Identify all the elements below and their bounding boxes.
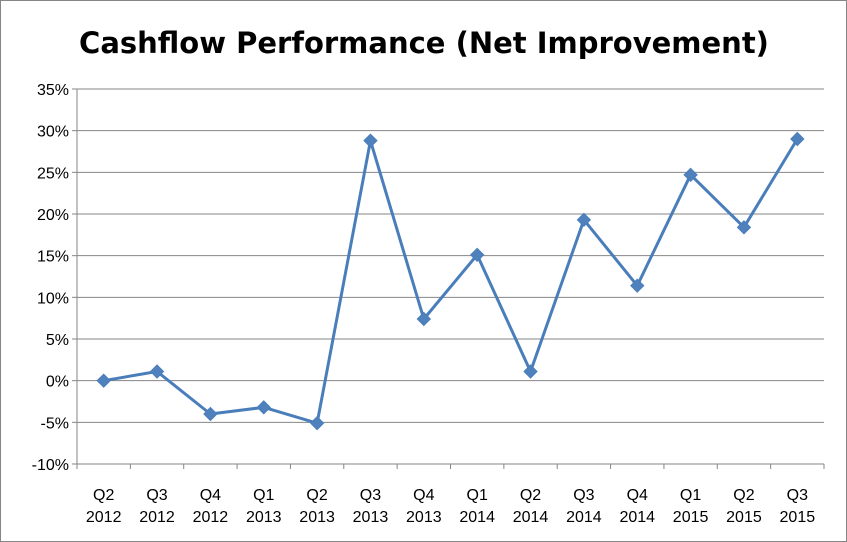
x-tick-label: Q2 2012 — [86, 487, 122, 526]
y-tick-label: -5% — [41, 415, 69, 432]
data-point-marker — [309, 415, 325, 431]
data-point-marker — [736, 220, 752, 235]
x-tick-label: Q3 2012 — [139, 487, 175, 526]
data-point-marker — [203, 406, 218, 422]
x-tick-label: Q1 2014 — [459, 487, 495, 526]
x-tick-label: Q4 2013 — [406, 487, 442, 526]
y-tick-label: 15% — [37, 249, 69, 266]
data-point-marker — [523, 364, 538, 379]
x-tick-label: Q2 2014 — [513, 487, 549, 526]
x-tick-label: Q4 2014 — [619, 487, 655, 526]
data-point-marker — [790, 131, 805, 147]
x-axis-ticks: Q2 2012 Q3 2012 Q4 2012 Q1 2013 Q2 2013 Q3 2013 Q4 20… — [86, 487, 815, 526]
y-tick-label: 25% — [37, 165, 69, 182]
x-tick-label: Q4 2012 — [193, 487, 229, 526]
data-point-marker — [416, 311, 432, 327]
data-point-marker — [363, 133, 378, 148]
y-tick-label: 10% — [37, 290, 69, 307]
data-point-marker — [469, 247, 485, 263]
series-line — [102, 137, 799, 425]
y-tick-label: 5% — [46, 332, 69, 349]
y-tick-label: 20% — [37, 207, 69, 224]
y-tick-label: 0% — [46, 374, 69, 391]
axes — [72, 88, 825, 469]
data-point-marker — [576, 212, 592, 228]
y-axis-ticks: 35% 30% 25% 20% 15% 10% 5% 0% -5% -10% — [32, 82, 69, 474]
series-group — [96, 131, 805, 431]
data-point-marker — [683, 167, 698, 183]
x-tick-label: Q1 2013 — [246, 487, 282, 526]
data-point-marker — [149, 364, 165, 379]
data-point-marker — [630, 278, 645, 293]
x-tick-label: Q1 2015 — [673, 487, 709, 526]
gridlines — [77, 88, 824, 423]
y-tick-label: 35% — [37, 82, 69, 99]
chart-title: Cashflow Performance (Net Improvement) — [79, 26, 769, 60]
data-point-marker — [96, 373, 111, 388]
x-tick-label: Q3 2015 — [780, 487, 816, 526]
x-tick-label: Q2 2013 — [299, 487, 335, 526]
y-tick-label: -10% — [32, 457, 69, 474]
x-tick-label: Q2 2015 — [726, 487, 762, 526]
x-tick-label: Q3 2014 — [566, 487, 602, 526]
x-tick-label: Q3 2013 — [353, 487, 389, 526]
data-point-marker — [256, 400, 271, 415]
y-tick-label: 30% — [37, 124, 69, 141]
